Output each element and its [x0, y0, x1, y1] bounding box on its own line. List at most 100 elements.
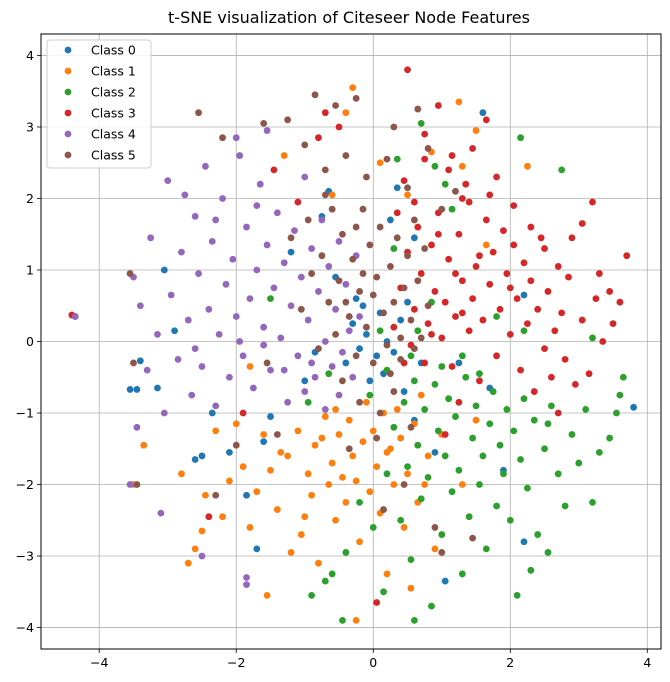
data-point [458, 277, 466, 285]
series-0 [71, 109, 637, 585]
data-point [239, 352, 247, 360]
data-point [616, 391, 624, 399]
data-point [339, 616, 346, 624]
data-point [359, 205, 367, 213]
data-point [225, 373, 233, 381]
data-point [537, 234, 545, 242]
data-point [476, 377, 483, 385]
data-point [253, 488, 261, 496]
data-point [407, 352, 415, 360]
data-point [407, 316, 415, 324]
data-point [383, 470, 391, 478]
data-point [434, 230, 442, 238]
data-point [431, 162, 439, 170]
data-point [544, 420, 552, 428]
data-point [219, 134, 226, 142]
data-point [448, 363, 456, 370]
data-point [345, 327, 353, 335]
data-point [441, 431, 449, 438]
data-point [301, 513, 309, 521]
data-point [349, 452, 357, 460]
data-point [455, 466, 463, 474]
data-point [486, 280, 494, 288]
data-point [373, 273, 381, 281]
data-point [270, 166, 278, 174]
data-point [225, 448, 233, 456]
data-point [167, 291, 175, 299]
data-point [315, 559, 322, 567]
data-point [390, 423, 398, 431]
data-point [215, 330, 223, 338]
data-point [524, 162, 531, 170]
data-point [400, 481, 408, 488]
data-point [476, 370, 483, 378]
data-point [164, 177, 172, 184]
data-point [431, 381, 439, 388]
data-point [380, 588, 387, 596]
data-point [489, 388, 497, 395]
data-point [260, 431, 268, 438]
data-point [458, 352, 466, 360]
data-point [208, 237, 216, 245]
data-point [376, 409, 384, 417]
data-point [366, 241, 374, 249]
data-point [400, 388, 408, 395]
grid [41, 34, 661, 649]
data-point [482, 116, 490, 124]
data-point [380, 309, 387, 317]
data-point [342, 298, 350, 306]
data-point [421, 359, 429, 367]
data-point [547, 402, 555, 410]
data-point [452, 413, 459, 420]
data-point [339, 377, 346, 385]
x-tick-label: −4 [90, 655, 108, 670]
data-point [328, 459, 336, 467]
data-point [140, 441, 148, 449]
data-point [520, 291, 528, 299]
data-point [267, 295, 274, 302]
data-point [393, 184, 401, 192]
data-point [222, 280, 230, 288]
data-point [568, 234, 576, 242]
y-tick-label: 3 [26, 119, 34, 134]
data-point [339, 473, 346, 481]
data-point [455, 230, 463, 238]
legend-marker [64, 130, 72, 138]
data-point [339, 348, 346, 356]
data-point [373, 463, 381, 471]
data-point [273, 506, 281, 513]
data-point [311, 441, 319, 449]
data-point [482, 216, 490, 224]
data-point [386, 263, 394, 270]
data-point [325, 298, 333, 306]
data-point [191, 456, 199, 463]
data-point [304, 316, 312, 324]
data-point [253, 266, 261, 274]
data-point [267, 466, 274, 474]
data-point [273, 431, 281, 438]
data-point [202, 162, 209, 170]
data-point [356, 538, 363, 546]
data-point [308, 270, 316, 277]
legend-marker [64, 109, 72, 117]
data-point [469, 145, 477, 152]
data-point [154, 330, 161, 338]
data-point [287, 234, 295, 242]
data-point [493, 173, 500, 181]
data-point [126, 270, 134, 277]
data-point [232, 420, 240, 428]
data-point [260, 341, 268, 349]
x-tick-label: 4 [643, 655, 651, 670]
data-point [414, 105, 422, 113]
data-point [465, 513, 473, 521]
data-point [390, 388, 398, 395]
data-point [143, 366, 151, 374]
data-point [414, 223, 422, 231]
data-point [393, 234, 401, 242]
data-point [321, 166, 329, 174]
data-point [376, 223, 384, 231]
data-point [352, 223, 360, 231]
data-point [544, 549, 552, 556]
data-point [321, 191, 329, 199]
data-point [318, 252, 326, 260]
